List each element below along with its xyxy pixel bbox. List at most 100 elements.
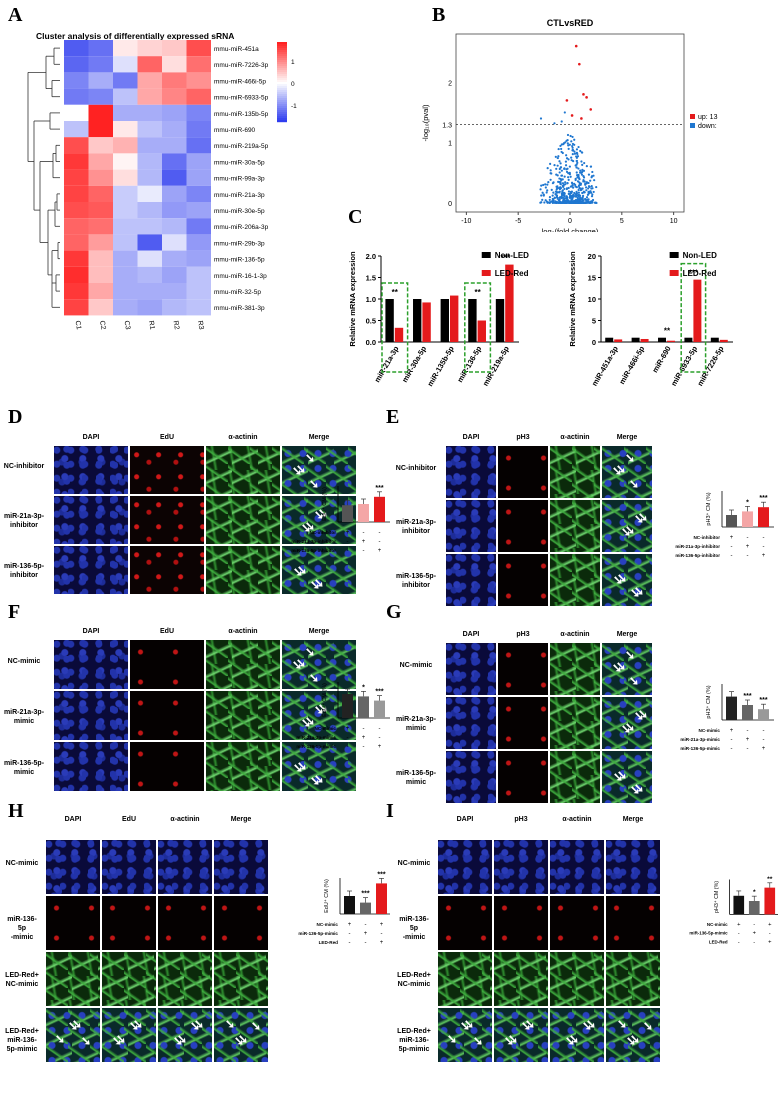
volcano-point (565, 154, 567, 156)
volcano-point-up (589, 108, 592, 111)
condition-sign: - (363, 726, 365, 732)
color-scale-step (277, 118, 287, 120)
heatmap-row-label: mmu-miR-30e-5p (214, 208, 265, 215)
volcano-ylabel: -log₁₀(pval) (421, 104, 430, 141)
heatmap-cell (113, 137, 138, 153)
color-scale-step (277, 90, 287, 92)
heatmap-cell (89, 56, 114, 72)
bar (376, 883, 387, 914)
arrow-icon: ➘ (508, 1033, 518, 1045)
volcano-point (566, 157, 568, 159)
bar-non-led (658, 338, 666, 342)
bar (758, 507, 769, 527)
channel-header: Merge (602, 631, 652, 638)
micrograph (438, 952, 492, 1006)
volcano-point (576, 174, 578, 176)
micrograph: ➘ ➘ ➘ ➘ (494, 1008, 548, 1062)
micrograph (550, 952, 604, 1006)
condition-sign: - (763, 544, 765, 550)
bar-non-led (441, 299, 449, 342)
bar (742, 705, 753, 720)
condition-row-label: NC-mimic (315, 726, 337, 731)
panel-label-c: C (348, 206, 362, 229)
condition-sign: + (346, 530, 350, 536)
bar-non-led (413, 299, 421, 342)
volcano-plot: CTLvsRED-10 -5 0 5 10011.32log₂(fold change)… (418, 14, 718, 232)
ytick-label: 2.0 (366, 252, 376, 261)
micrograph (102, 840, 156, 894)
bar-non-led (711, 338, 719, 342)
volcano-point (584, 183, 586, 185)
volcano-point (573, 192, 575, 194)
volcano-xtick-label: 5 (620, 218, 624, 225)
volcano-point (595, 186, 597, 188)
micrograph (606, 840, 660, 894)
heatmap-row-label: mmu-miR-219a-5p (214, 143, 269, 150)
volcano-point (591, 185, 593, 187)
panel-label-i: I (386, 800, 394, 823)
volcano-legend-up-swatch (690, 114, 695, 119)
volcano-point (563, 167, 565, 169)
channel-header: Merge (282, 628, 356, 635)
micrograph (438, 896, 492, 950)
bar (749, 901, 760, 914)
bar-non-led (632, 338, 640, 342)
micrograph (498, 446, 548, 498)
micrograph: ➘ ➘ ➘ ➘ (102, 1008, 156, 1062)
condition-sign: + (380, 940, 384, 946)
micrograph (494, 952, 548, 1006)
volcano-point (568, 179, 570, 181)
condition-sign: + (746, 544, 750, 550)
heatmap-cell (64, 234, 89, 250)
condition-sign: + (730, 728, 734, 734)
ytick-label: 0 (592, 338, 596, 347)
volcano-point (558, 160, 560, 162)
heatmap-row-label: mmu-miR-690 (214, 127, 256, 134)
heatmap-cell (64, 218, 89, 234)
color-scale-step (277, 58, 287, 60)
bar-chart-d: EdU⁺ CM (%) ***NC-inhibitor + - -miR-21a-3p-… (248, 478, 390, 568)
heatmap-cell (113, 56, 138, 72)
micrograph: ➘ ➘ ➘ ➘ (438, 1008, 492, 1062)
volcano-ytick-label: 0 (448, 201, 452, 208)
microscopy-grid-e: ➘ ➘ ➘ ➘ ➘ ➘ ➘ ➘ ➘ ➘ ➘ ➘ (446, 446, 652, 606)
condition-sign: + (380, 922, 384, 928)
heatmap-cell (89, 299, 114, 315)
volcano-point (583, 162, 585, 164)
volcano-point (584, 202, 586, 204)
volcano-point (560, 151, 562, 153)
channel-header: pH3 (498, 631, 548, 638)
bar-chart-i: pH3⁺ CM (%)***###NC-mimic+-+-miR-136-5p-… (654, 870, 778, 982)
heatmap-cell (89, 251, 114, 267)
micrograph (130, 691, 204, 740)
legend-swatch-non-led (482, 252, 491, 258)
volcano-point (568, 193, 570, 195)
heatmap-cell (138, 234, 163, 250)
heatmap-cell (162, 72, 187, 88)
volcano-point (547, 181, 549, 183)
ytick-label: 1.5 (366, 274, 376, 283)
heatmap-cell (113, 202, 138, 218)
condition-label: NC-inhibitor (0, 462, 50, 471)
volcano-point (571, 190, 573, 192)
color-scale-step (277, 50, 287, 52)
color-scale-step (277, 70, 287, 72)
condition-sign: + (362, 539, 366, 545)
heatmap-cell (113, 89, 138, 105)
significance-label: * (362, 684, 365, 691)
volcano-point (566, 187, 568, 189)
color-scale-step (277, 82, 287, 84)
micrograph (550, 500, 600, 552)
volcano-point (578, 178, 580, 180)
condition-sign: - (763, 737, 765, 743)
volcano-point (569, 173, 571, 175)
volcano-point (570, 176, 572, 178)
volcano-point (587, 198, 589, 200)
volcano-point (575, 178, 577, 180)
condition-label: miR-21a-3p- inhibitor (0, 512, 50, 530)
volcano-point (576, 148, 578, 150)
volcano-point (545, 186, 547, 188)
volcano-point (558, 187, 560, 189)
color-scale-step (277, 92, 287, 94)
volcano-point-down (553, 122, 555, 124)
